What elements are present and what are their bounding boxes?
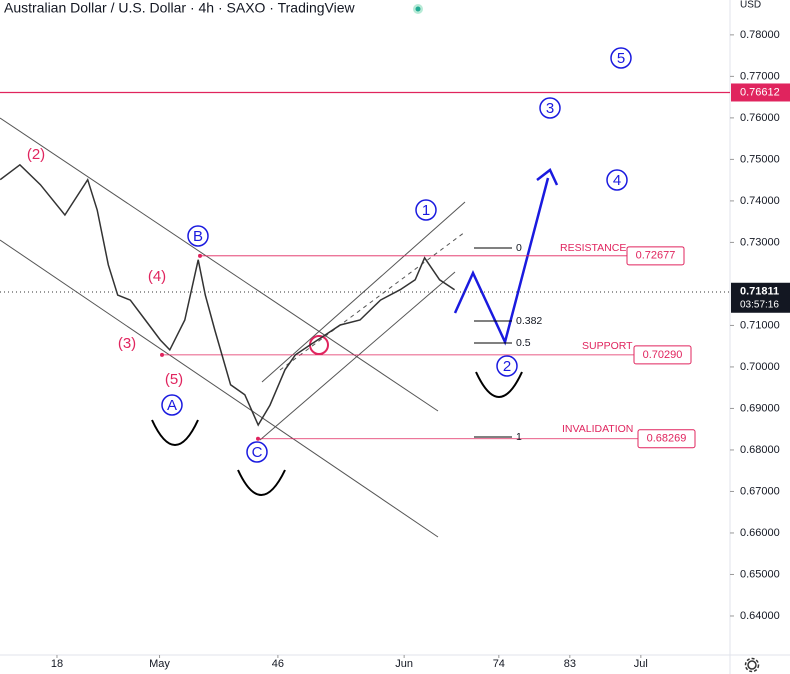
wave-label: (4) xyxy=(148,268,166,285)
level-anchor xyxy=(198,253,202,258)
bottom-arcs xyxy=(151,371,523,496)
projection-arrow xyxy=(536,168,559,186)
level-price-label: 0.76612 xyxy=(740,86,780,98)
arc xyxy=(151,419,199,446)
wave-label: (3) xyxy=(118,335,136,352)
y-tick-label: 0.67000 xyxy=(740,485,780,497)
fib-label: 0.5 xyxy=(516,337,531,349)
wave-label: A xyxy=(167,397,177,414)
wave-label: (5) xyxy=(165,371,183,388)
channel-line xyxy=(261,201,466,383)
wave-circle xyxy=(496,355,518,377)
y-tick-label: 0.78000 xyxy=(740,29,780,41)
status-dot-core xyxy=(415,6,421,12)
wave-circle xyxy=(415,199,437,221)
x-tick-label: 74 xyxy=(493,658,505,670)
wave-circle xyxy=(187,225,209,247)
countdown: 03:57:16 xyxy=(740,299,779,310)
x-tick-label: 83 xyxy=(564,658,576,670)
last-price: 0.71811 xyxy=(740,286,779,298)
fib-label: 1 xyxy=(516,431,522,443)
wave-circle xyxy=(161,394,183,416)
level-box xyxy=(637,429,696,449)
level-name: INVALIDATION xyxy=(562,423,633,435)
level-value: 0.70290 xyxy=(643,349,683,361)
y-tick-label: 0.77000 xyxy=(740,70,780,82)
x-tick-label: 46 xyxy=(272,658,284,670)
fib-label: 0.382 xyxy=(516,315,542,327)
price-line xyxy=(0,163,456,427)
y-tick-label: 0.76000 xyxy=(740,112,780,124)
wave-label: 4 xyxy=(613,172,621,189)
last-price-box xyxy=(731,282,790,313)
level-value: 0.72677 xyxy=(636,250,676,262)
level-name: SUPPORT xyxy=(582,340,633,352)
y-tick-label: 0.66000 xyxy=(740,527,780,539)
fib-label: 0 xyxy=(516,242,522,254)
level-price-box xyxy=(731,83,790,102)
x-tick-label: Jul xyxy=(634,658,648,670)
level-name: RESISTANCE xyxy=(560,242,626,254)
y-tick-label: 0.70000 xyxy=(740,361,780,373)
channel-line xyxy=(279,231,466,371)
wave-label: C xyxy=(252,444,263,461)
y-tick-label: 0.71000 xyxy=(740,319,780,331)
wave-label: B xyxy=(193,228,203,245)
arc xyxy=(237,469,286,496)
projection-path xyxy=(453,177,550,346)
level-anchor xyxy=(160,352,164,357)
level-value: 0.68269 xyxy=(647,433,687,445)
y-tick-label: 0.64000 xyxy=(740,610,780,622)
x-tick-label: Jun xyxy=(395,658,413,670)
wave-label: 1 xyxy=(422,202,430,219)
level-anchor xyxy=(256,436,260,441)
wave-label: 5 xyxy=(617,50,625,67)
settings-icon[interactable] xyxy=(744,657,760,673)
currency: USD xyxy=(740,0,761,11)
wave-circle xyxy=(606,169,628,191)
y-tick-label: 0.65000 xyxy=(740,568,780,580)
channel-line xyxy=(0,239,439,538)
y-tick-label: 0.73000 xyxy=(740,236,780,248)
chart-title: Australian Dollar / U.S. Dollar · 4h · S… xyxy=(4,0,356,16)
y-tick-label: 0.74000 xyxy=(740,195,780,207)
channel-line xyxy=(259,271,456,441)
wave-circle xyxy=(610,47,632,69)
y-tick-label: 0.69000 xyxy=(740,402,780,414)
level-box xyxy=(633,345,692,365)
wave-circle xyxy=(539,97,561,119)
channel-line xyxy=(0,117,439,412)
x-tick-label: 18 xyxy=(51,658,63,670)
x-tick-label: May xyxy=(149,658,170,670)
wave-label: 2 xyxy=(503,358,511,375)
arc xyxy=(475,371,523,398)
wave-label: 3 xyxy=(546,100,554,117)
level-box xyxy=(626,246,685,266)
channels xyxy=(0,117,466,538)
wave-label: (2) xyxy=(27,146,45,163)
wave-circle xyxy=(246,441,268,463)
y-tick-label: 0.68000 xyxy=(740,444,780,456)
y-tick-label: 0.75000 xyxy=(740,153,780,165)
